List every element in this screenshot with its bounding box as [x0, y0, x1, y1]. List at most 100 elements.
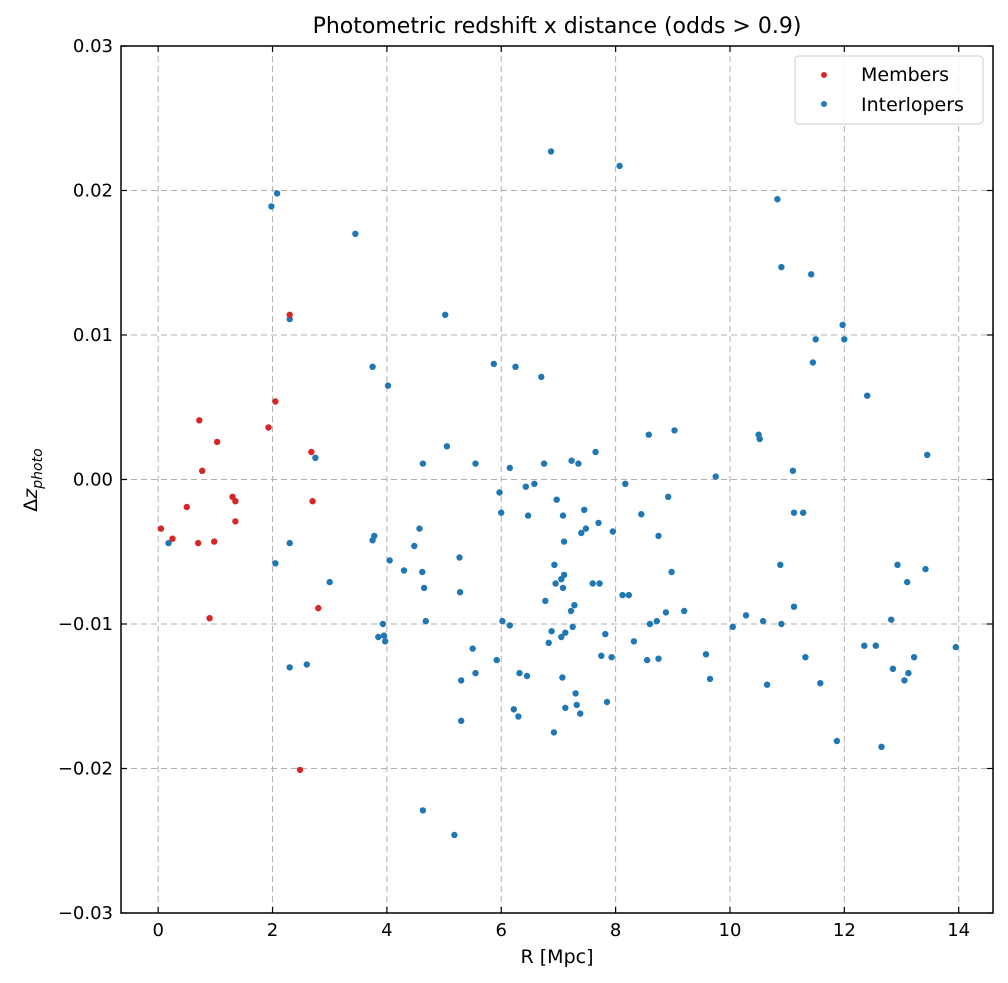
point-interlopers — [380, 632, 388, 639]
point-interlopers — [384, 382, 392, 389]
point-interlopers — [469, 645, 476, 652]
point-members — [206, 615, 213, 622]
point-interlopers — [456, 589, 464, 596]
legend-label-members: Members — [861, 64, 949, 86]
point-interlopers — [498, 509, 505, 516]
point-interlopers — [809, 359, 817, 366]
point-interlopers — [506, 622, 513, 629]
y-tick-label: 0.03 — [73, 36, 113, 57]
point-interlopers — [924, 451, 931, 459]
point-members — [213, 438, 221, 446]
point-interlopers — [625, 591, 632, 599]
point-interlopers — [756, 435, 763, 443]
point-interlopers — [872, 642, 879, 649]
point-interlopers — [894, 561, 901, 568]
point-interlopers — [841, 336, 848, 343]
point-interlopers — [375, 633, 382, 641]
point-interlopers — [602, 630, 609, 638]
point-interlopers — [550, 729, 558, 736]
y-tick-label: 0.00 — [73, 470, 113, 491]
x-tick-label: 0 — [152, 920, 163, 941]
point-interlopers — [901, 677, 908, 684]
point-interlopers — [878, 743, 885, 750]
point-interlopers — [558, 633, 565, 641]
point-interlopers — [603, 698, 611, 706]
x-tick-label: 14 — [947, 920, 970, 941]
point-interlopers — [630, 638, 638, 645]
point-interlopers — [568, 457, 575, 464]
grid — [121, 46, 993, 913]
x-tick-label: 10 — [719, 920, 742, 941]
point-interlopers — [592, 448, 599, 456]
point-interlopers — [551, 561, 558, 568]
point-interlopers — [800, 509, 807, 516]
point-interlopers — [922, 565, 929, 573]
point-members — [196, 417, 203, 424]
point-interlopers — [598, 652, 605, 659]
point-interlopers — [559, 584, 567, 592]
point-interlopers — [553, 496, 560, 503]
point-interlopers — [712, 473, 719, 480]
point-interlopers — [552, 580, 559, 587]
point-interlopers — [542, 597, 549, 605]
x-tick-label: 12 — [833, 920, 856, 941]
point-interlopers — [662, 609, 670, 616]
point-interlopers — [540, 460, 548, 467]
y-tick-label: −0.03 — [58, 903, 113, 924]
y-tick-label: −0.02 — [58, 759, 113, 780]
point-members — [199, 467, 206, 474]
point-interlopers — [371, 532, 378, 540]
y-tick-label: −0.01 — [58, 614, 113, 635]
point-interlopers — [646, 620, 654, 628]
point-interlopers — [422, 617, 429, 625]
point-interlopers — [522, 483, 529, 490]
legend-marker-interlopers — [821, 101, 827, 107]
point-interlopers — [386, 557, 393, 564]
point-members — [315, 604, 322, 612]
point-interlopers — [411, 542, 418, 550]
point-interlopers — [645, 431, 652, 438]
point-interlopers — [582, 525, 590, 532]
x-tick-label: 8 — [610, 920, 621, 941]
point-interlopers — [759, 617, 767, 625]
point-interlopers — [443, 443, 451, 450]
point-interlopers — [560, 571, 568, 579]
y-tick-label: 0.02 — [73, 181, 113, 202]
point-interlopers — [567, 607, 575, 615]
point-interlopers — [643, 656, 651, 664]
point-interlopers — [665, 493, 672, 500]
point-interlopers — [777, 561, 784, 568]
point-interlopers — [774, 196, 781, 203]
point-interlopers — [616, 162, 623, 170]
x-tick-label: 2 — [267, 920, 278, 941]
point-interlopers — [165, 539, 172, 547]
point-interlopers — [577, 710, 584, 717]
point-interlopers — [451, 831, 458, 839]
point-interlopers — [817, 680, 824, 687]
point-interlopers — [559, 674, 566, 681]
point-interlopers — [904, 578, 911, 586]
legend-label-interlopers: Interlopers — [861, 94, 964, 116]
x-axis-label: R [Mpc] — [521, 946, 594, 968]
point-interlopers — [496, 489, 503, 496]
point-interlopers — [548, 628, 555, 635]
point-interlopers — [516, 669, 523, 677]
point-interlopers — [545, 639, 552, 646]
point-interlopers — [790, 509, 798, 516]
point-interlopers — [312, 454, 319, 461]
point-interlopers — [729, 623, 736, 631]
point-interlopers — [861, 642, 868, 649]
point-interlopers — [595, 519, 602, 527]
point-interlopers — [573, 701, 580, 709]
point-interlopers — [778, 263, 785, 271]
point-interlopers — [510, 706, 517, 713]
point-members — [232, 498, 239, 505]
point-interlopers — [638, 511, 645, 518]
point-interlopers — [490, 360, 497, 368]
point-interlopers — [952, 643, 959, 651]
point-members — [309, 498, 316, 505]
point-interlopers — [671, 427, 678, 434]
point-members — [169, 535, 176, 542]
point-interlopers — [812, 336, 819, 343]
